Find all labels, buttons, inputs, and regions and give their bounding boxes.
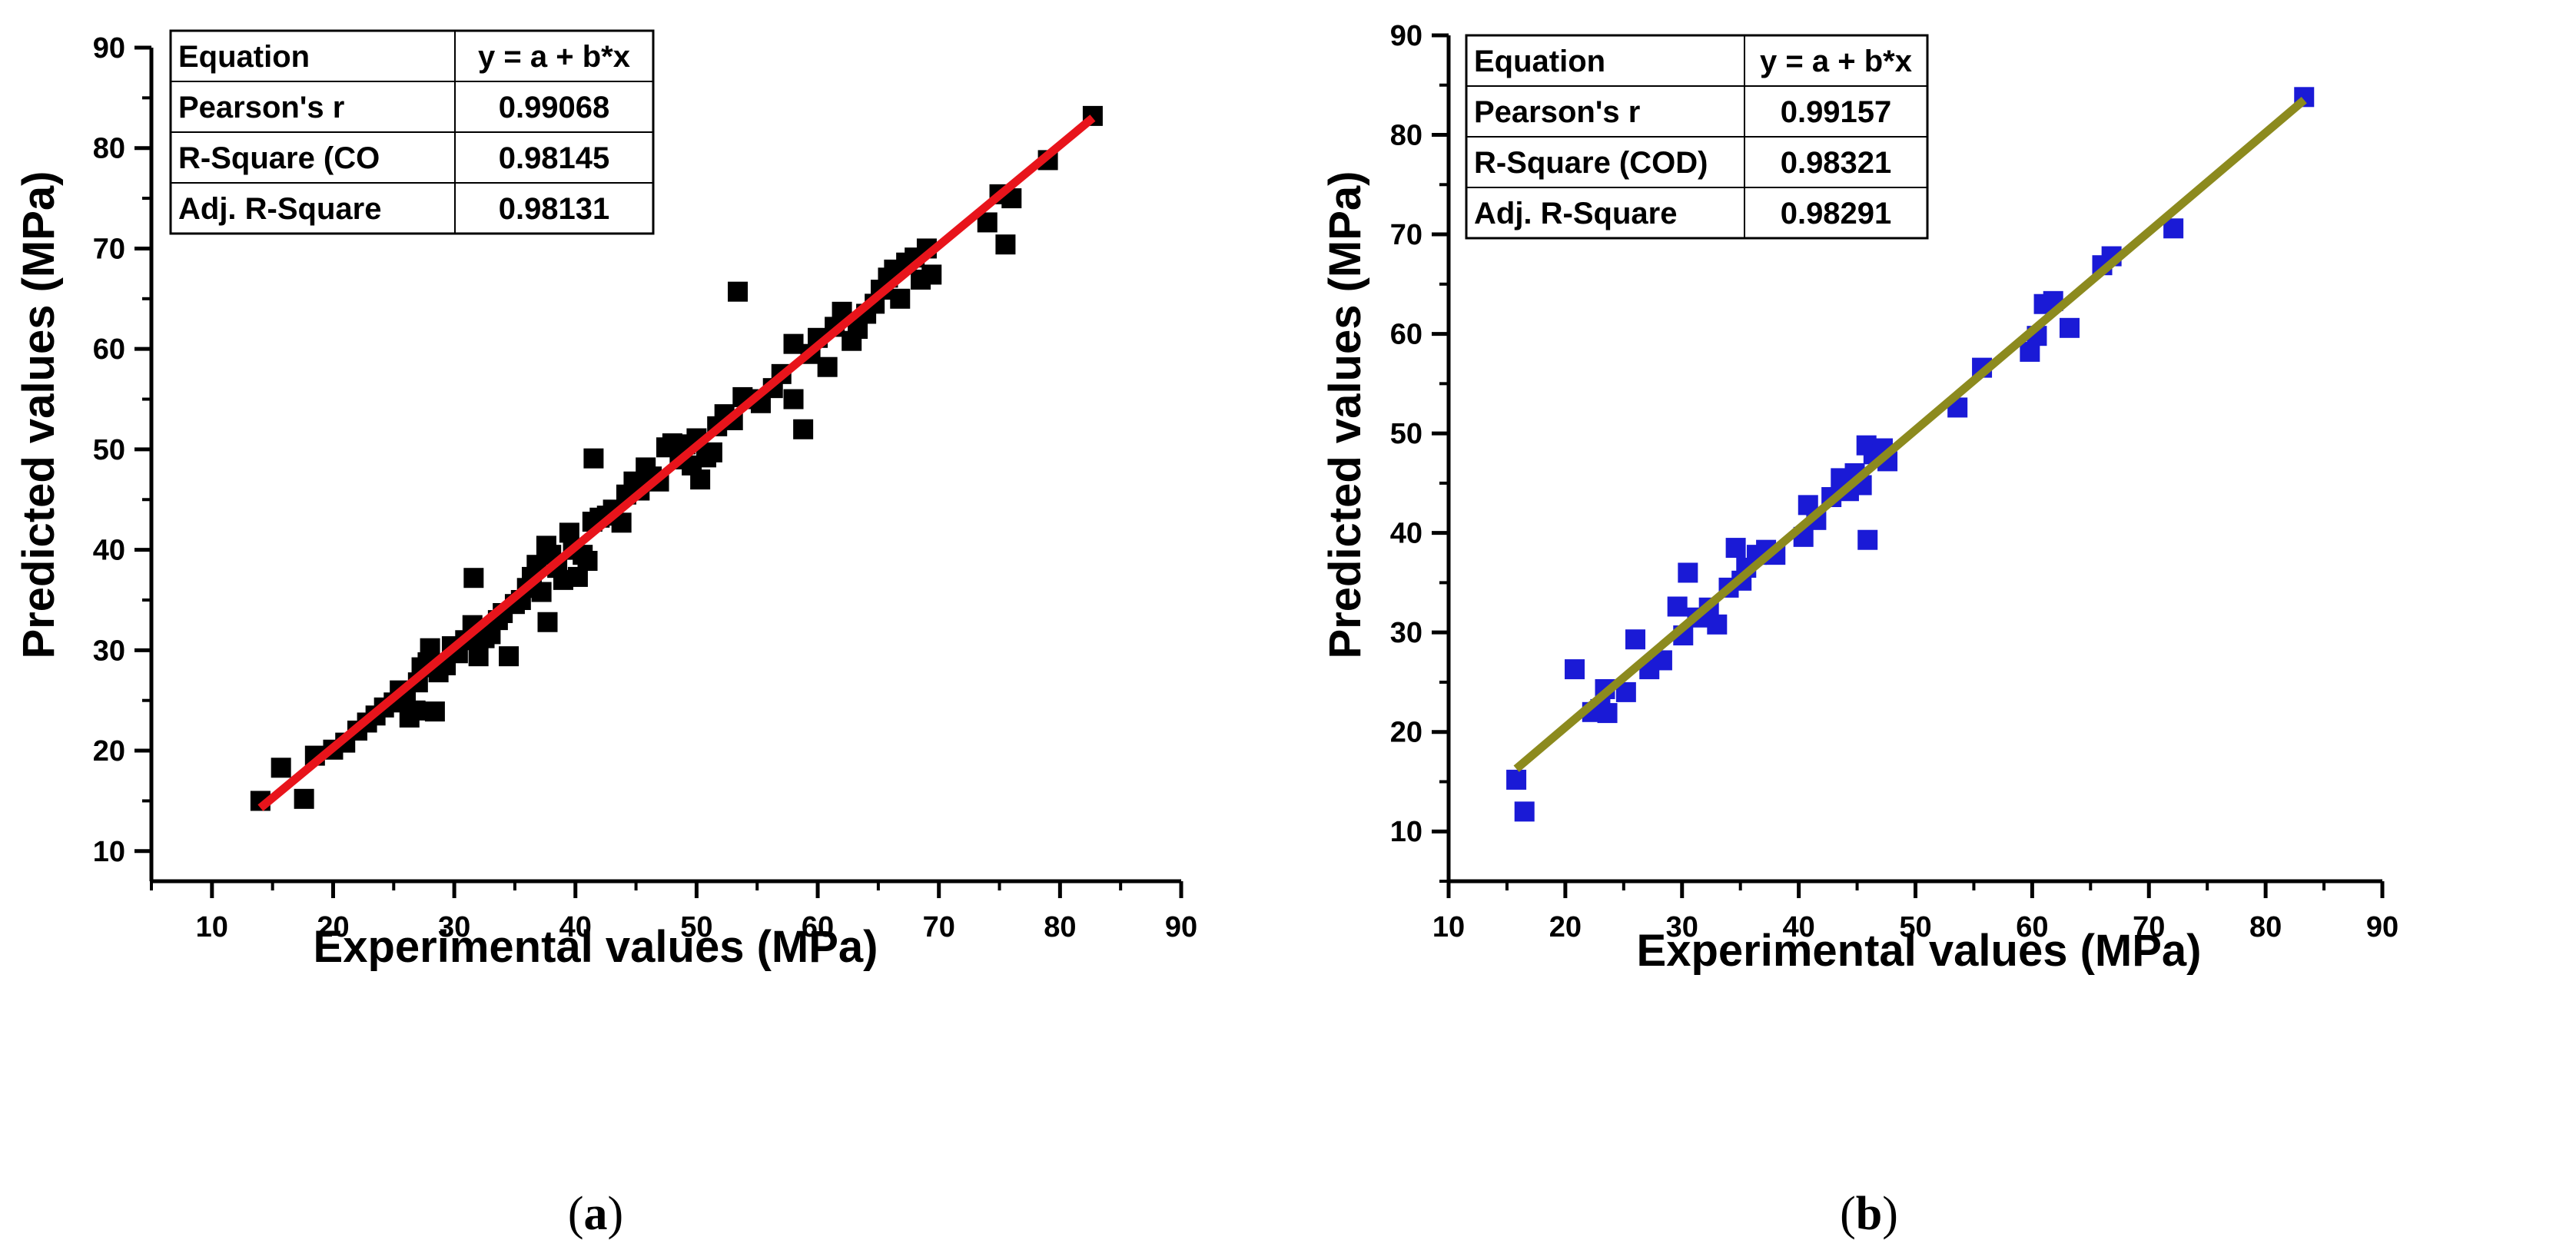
x-tick-label: 60: [802, 911, 834, 943]
x-tick-label: 20: [1549, 911, 1582, 943]
y-tick-label: 30: [1390, 617, 1422, 649]
data-point: [1857, 529, 1878, 550]
stats-label: R-Square (COD): [1474, 146, 1708, 180]
y-tick-label: 90: [1390, 20, 1422, 52]
y-tick-label: 80: [93, 133, 125, 165]
data-point: [702, 442, 722, 463]
y-tick-label: 60: [1390, 319, 1422, 351]
data-point: [817, 356, 838, 377]
data-point: [728, 281, 749, 302]
data-point: [577, 550, 598, 571]
stats-value: 0.99157: [1781, 95, 1892, 129]
y-tick-label: 70: [1390, 219, 1422, 251]
panel-label: (b): [1840, 1188, 1898, 1240]
data-point: [463, 568, 484, 589]
chart-a: 10 20 30 40 50 60 70 80 90 10 20 30 40 50 60 70 80 90 Expe…: [14, 29, 1197, 1240]
stats-value: 0.98131: [499, 192, 610, 226]
x-tick-label: 50: [1899, 911, 1931, 943]
data-point: [1597, 703, 1618, 724]
y-tick-label: 60: [93, 333, 125, 366]
stats-value: 0.98321: [1781, 146, 1892, 180]
x-tick-label: 90: [1165, 911, 1197, 943]
x-tick-label: 20: [317, 911, 349, 943]
y-tick-label: 10: [93, 836, 125, 868]
x-tick-label: 80: [2249, 911, 2282, 943]
y-tick-label: 40: [93, 535, 125, 567]
y-tick-label: 20: [1390, 717, 1422, 749]
y-tick-label: 90: [93, 32, 125, 65]
y-tick-label: 70: [93, 233, 125, 265]
data-point: [420, 638, 440, 658]
data-point: [690, 469, 711, 490]
x-tick-label: 10: [1432, 911, 1465, 943]
data-point: [424, 701, 445, 722]
stats-value: y = a + b*x: [1760, 45, 1912, 78]
data-point: [1725, 538, 1746, 559]
stats-value: y = a + b*x: [478, 40, 630, 74]
data-point: [1678, 562, 1698, 583]
data-point: [783, 389, 804, 409]
x-tick-label: 90: [2366, 911, 2398, 943]
y-tick-label: 20: [93, 735, 125, 768]
data-point: [583, 448, 604, 469]
stats-value: 0.99068: [499, 91, 610, 124]
y-axis-title: Predicted values (MPa): [14, 171, 64, 659]
x-tick-label: 70: [923, 911, 955, 943]
x-axis-title: Experimental values (MPa): [1637, 926, 2202, 976]
x-tick-label: 50: [680, 911, 712, 943]
stats-label: Equation: [178, 40, 310, 74]
panel-label: (a): [568, 1188, 623, 1240]
data-point: [1707, 614, 1728, 635]
data-point: [1506, 769, 1527, 790]
data-point: [1565, 659, 1585, 680]
data-point: [559, 522, 579, 543]
y-axis-title: Predicted values (MPa): [1320, 171, 1370, 659]
y-tick-label: 30: [93, 635, 125, 667]
stats-label: Pearson's r: [1474, 95, 1640, 129]
stats-table: Equation y = a + b*x Pearson's r 0.99157 R-S…: [1465, 34, 1929, 240]
y-tick-label: 40: [1390, 518, 1422, 550]
stats-label: Pearson's r: [178, 91, 344, 124]
data-point: [1514, 801, 1535, 822]
stats-value: 0.98145: [499, 141, 610, 175]
fit-line: [257, 114, 1096, 811]
x-tick-label: 80: [1044, 911, 1076, 943]
x-tick-label: 60: [2016, 911, 2048, 943]
stats-label: Adj. R-Square: [178, 192, 381, 226]
stats-label: Equation: [1474, 45, 1605, 78]
data-point: [271, 758, 291, 778]
data-point: [2059, 317, 2080, 338]
x-tick-label: 10: [196, 911, 228, 943]
x-tick-label: 30: [438, 911, 470, 943]
y-tick-label: 50: [93, 434, 125, 466]
data-point: [1667, 596, 1688, 617]
chart-b: 10 20 30 40 50 60 70 80 90 10 20 30 40 50 60 70 80 90 Expe…: [1320, 20, 2398, 1240]
data-point: [405, 700, 426, 721]
x-tick-label: 40: [1782, 911, 1814, 943]
y-tick-label: 50: [1390, 418, 1422, 450]
data-point: [921, 264, 942, 285]
stats-label: R-Square (CO: [178, 141, 380, 175]
x-tick-label: 30: [1666, 911, 1698, 943]
data-point: [468, 646, 489, 667]
stats-value: 0.98291: [1781, 197, 1892, 230]
x-tick-label: 70: [2133, 911, 2165, 943]
data-point: [890, 288, 911, 309]
fit-line: [1513, 97, 2307, 772]
y-tick-label: 10: [1390, 816, 1422, 848]
stats-table: Equation y = a + b*x Pearson's r 0.99068 R-S…: [169, 29, 655, 235]
data-point: [294, 788, 314, 809]
y-tick-label: 80: [1390, 120, 1422, 152]
data-point: [1625, 629, 1645, 650]
x-axis-title: Experimental values (MPa): [314, 922, 878, 972]
data-point: [793, 419, 814, 439]
data-point: [537, 612, 558, 632]
data-point: [783, 333, 804, 354]
x-tick-label: 40: [559, 911, 592, 943]
stats-label: Adj. R-Square: [1474, 197, 1677, 230]
data-point: [499, 646, 520, 667]
data-point: [995, 234, 1016, 255]
